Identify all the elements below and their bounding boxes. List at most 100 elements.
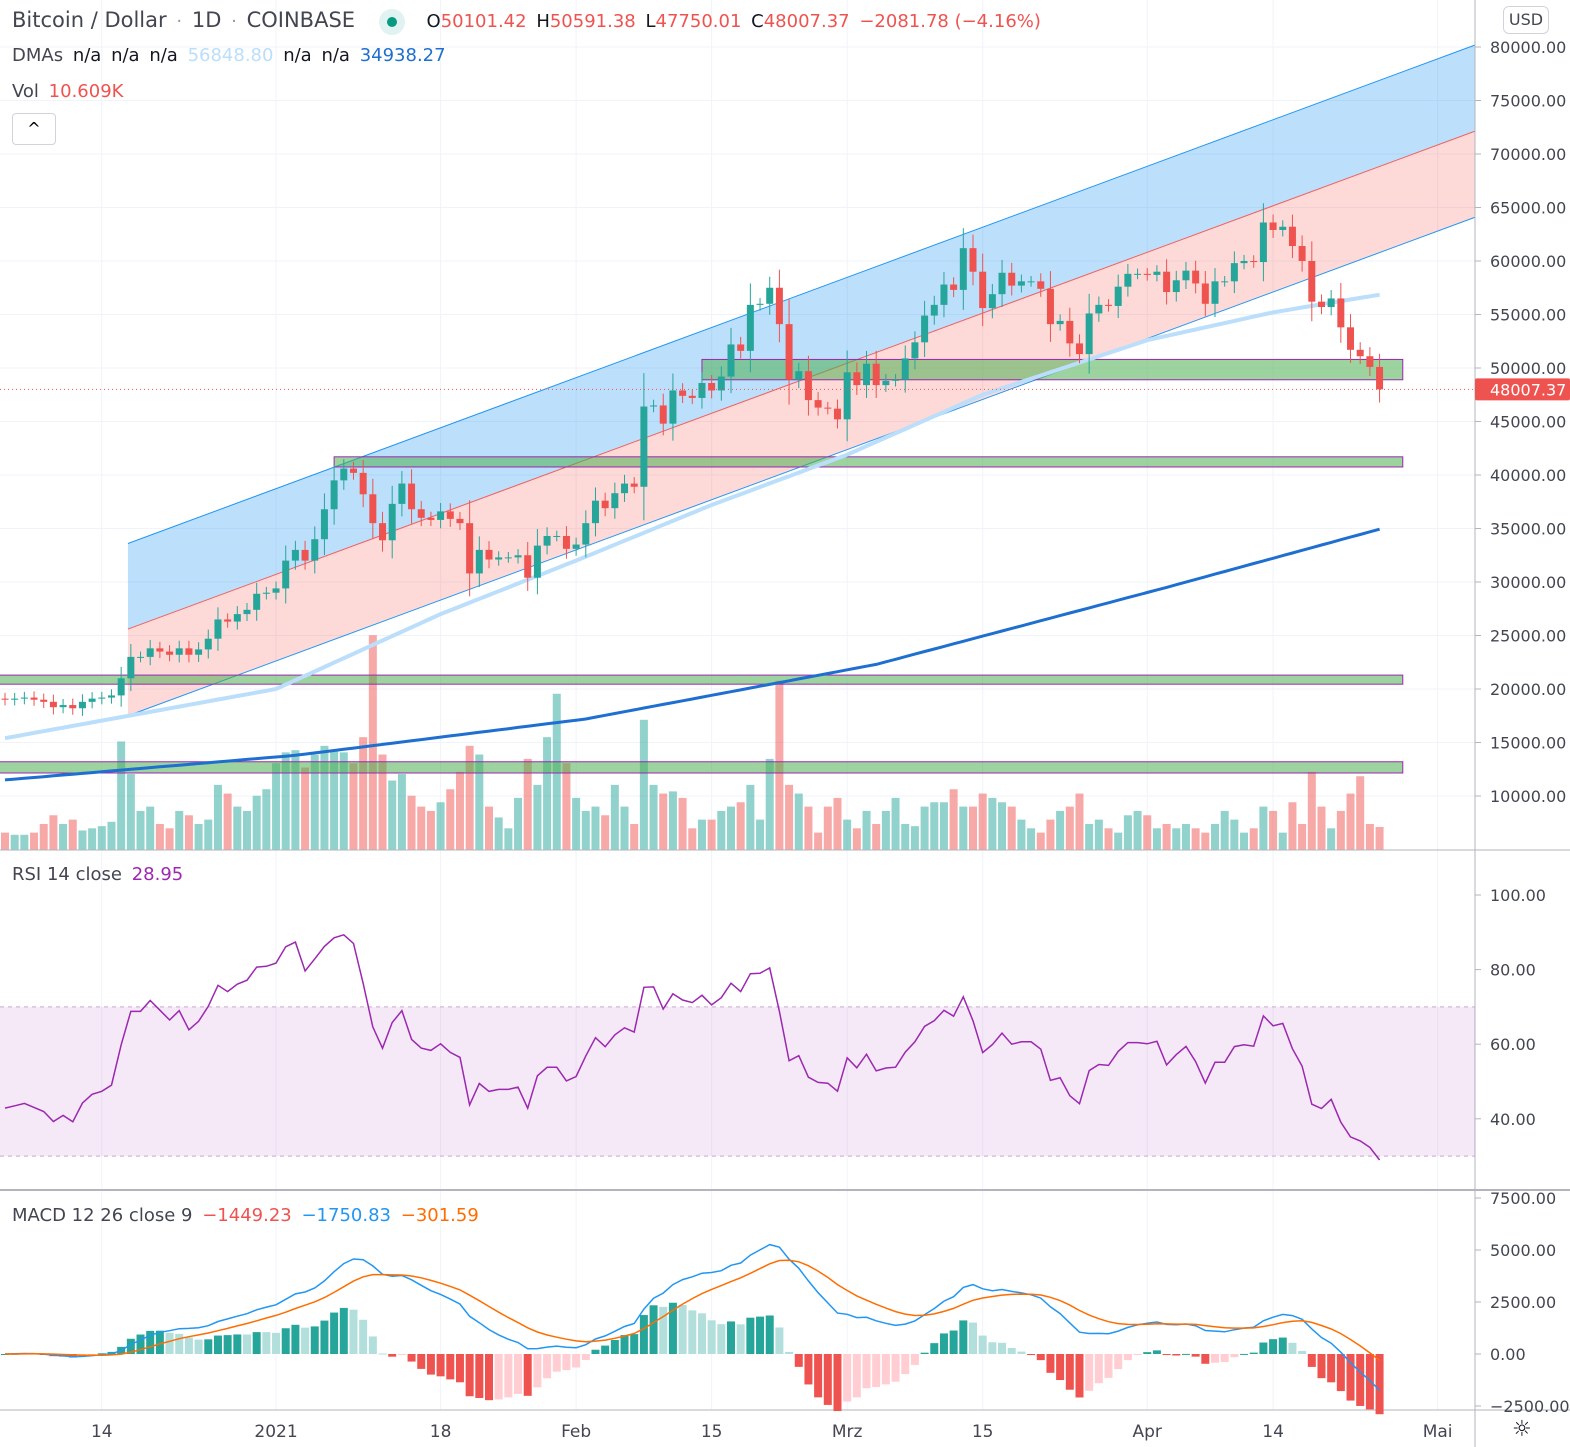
macd-histogram-bar [485, 1354, 493, 1401]
candle-body [166, 651, 174, 655]
interval[interactable]: 1D [191, 8, 222, 32]
macd-histogram-bar [417, 1354, 426, 1369]
macd-histogram-bar [1123, 1354, 1132, 1361]
volume-bar [736, 802, 745, 850]
macd-histogram-bar [775, 1327, 784, 1354]
macd-histogram-bar [794, 1354, 803, 1367]
volume-bar [949, 789, 958, 850]
volume-bar [872, 823, 881, 850]
macd-histogram-bar [1220, 1354, 1229, 1363]
macd-histogram-bar [1288, 1342, 1297, 1354]
candle-body [446, 511, 454, 519]
settings-icon[interactable]: ☼ [1512, 1417, 1532, 1442]
dma-legend: DMAs n/a n/a n/a 56848.80 n/a n/a 34938.… [12, 45, 446, 66]
candle [417, 500, 425, 527]
macd-histogram-bar [301, 1327, 310, 1354]
macd-histogram-bar [184, 1337, 193, 1354]
candle-body [1192, 270, 1200, 284]
price-tick-label: 75000.00 [1490, 92, 1566, 111]
macd-histogram-bar [959, 1320, 968, 1354]
channel-upper-band [127, 44, 1476, 630]
macd-histogram-bar [1065, 1354, 1074, 1390]
volume-bar [852, 828, 861, 850]
time-tick-label: 18 [430, 1422, 452, 1442]
macd-histogram-bar [1181, 1353, 1190, 1355]
volume-bar [1056, 810, 1065, 850]
volume-bar [233, 806, 242, 850]
macd-histogram-bar [378, 1353, 387, 1355]
time-tick-label: Mrz [832, 1422, 863, 1442]
volume-bar [146, 806, 155, 850]
macd-histogram-bar [688, 1310, 697, 1354]
macd-histogram-bar [1085, 1354, 1094, 1391]
candle [1288, 214, 1296, 259]
candle [775, 269, 783, 343]
volume-bar [659, 793, 668, 850]
candle-body [959, 248, 967, 290]
candle [795, 362, 803, 389]
candle-body [1347, 327, 1355, 350]
candle-body [1250, 261, 1258, 263]
candle [669, 373, 677, 441]
macd-histogram-bar [349, 1309, 358, 1354]
macd-histogram-bar [281, 1328, 290, 1354]
candle-body [533, 545, 541, 578]
volume-bar [68, 819, 77, 850]
volume-bar [78, 830, 87, 850]
macd-histogram-bar [843, 1354, 852, 1402]
macd-histogram-bar [949, 1330, 958, 1354]
macd-histogram-bar [572, 1354, 581, 1368]
macd-histogram-bar [659, 1306, 668, 1354]
volume-bar [1104, 828, 1113, 850]
candle-body [282, 560, 290, 589]
candle [117, 666, 125, 707]
candle-body [1240, 261, 1248, 264]
collapse-legend-button[interactable]: ^ [12, 113, 56, 145]
candle [679, 383, 687, 404]
candle-body [1211, 281, 1219, 304]
candle-body [88, 698, 96, 702]
candle-body [427, 517, 435, 520]
macd-histogram-bar [97, 1353, 106, 1355]
volume-bar [581, 810, 590, 850]
candle-body [969, 248, 977, 272]
volume-bar [1085, 823, 1094, 850]
candle [833, 399, 841, 429]
candle [543, 527, 551, 555]
macd-histogram-bar [68, 1354, 77, 1358]
candle-body [301, 549, 309, 561]
volume-bar [359, 737, 368, 850]
candle-body [843, 372, 851, 420]
volume-bar [1336, 810, 1345, 850]
macd-histogram-bar [455, 1354, 464, 1383]
volume-bar [136, 810, 145, 850]
candle-body [1279, 226, 1287, 230]
last-price-badge [1475, 378, 1570, 401]
volume-bar [746, 784, 755, 850]
candle-body [11, 698, 19, 700]
macd-histogram-bar [823, 1354, 832, 1405]
candle-body [930, 304, 938, 316]
macd-histogram-bar [504, 1354, 513, 1398]
candle [863, 350, 871, 398]
candle-body [591, 500, 599, 524]
candle [514, 549, 522, 564]
candle [369, 478, 377, 539]
candle [872, 350, 880, 398]
macd-histogram-bar [1201, 1354, 1210, 1364]
volume-bar [843, 819, 852, 850]
volume-bar [717, 810, 726, 850]
candle-body [417, 509, 425, 518]
volume-bar [523, 758, 532, 850]
high-value: 50591.38 [549, 11, 636, 32]
symbol-name[interactable]: Bitcoin / Dollar [12, 8, 167, 32]
volume-bar [107, 821, 116, 850]
candle-body [921, 315, 929, 343]
currency-button[interactable]: USD [1503, 6, 1549, 34]
candle [466, 500, 474, 597]
candle [127, 644, 135, 692]
candle-body [107, 695, 115, 698]
volume-bar [1249, 828, 1258, 850]
candle [1153, 265, 1161, 282]
